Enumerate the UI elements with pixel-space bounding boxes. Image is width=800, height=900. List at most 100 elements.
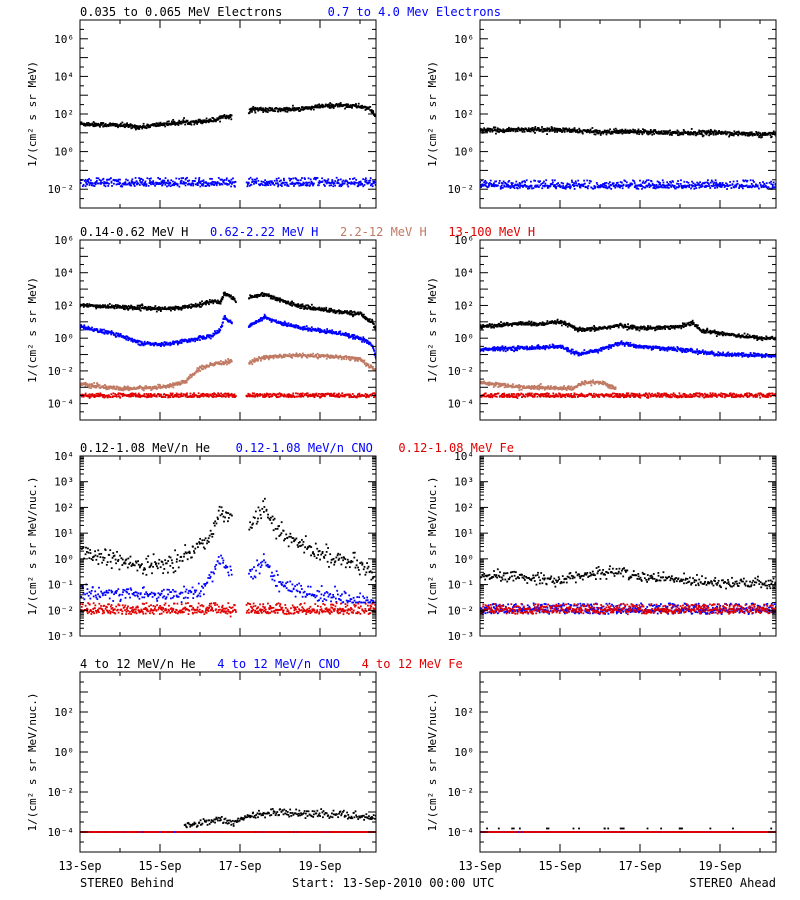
data-point bbox=[317, 356, 320, 359]
data-point bbox=[283, 356, 286, 358]
data-point bbox=[271, 319, 273, 322]
data-point bbox=[115, 388, 118, 391]
data-point bbox=[150, 308, 153, 311]
data-point bbox=[363, 105, 366, 108]
data-point bbox=[573, 184, 576, 187]
data-point bbox=[112, 178, 115, 181]
data-point bbox=[171, 383, 174, 386]
data-point bbox=[727, 185, 729, 188]
data-point bbox=[170, 309, 172, 312]
data-point bbox=[176, 183, 179, 186]
data-point bbox=[656, 186, 658, 189]
data-point bbox=[586, 179, 589, 182]
data-point bbox=[751, 185, 754, 188]
data-point bbox=[141, 126, 144, 128]
data-point bbox=[573, 128, 576, 131]
data-point bbox=[106, 330, 109, 333]
data-point bbox=[292, 177, 295, 180]
data-point bbox=[372, 367, 375, 370]
data-point bbox=[136, 304, 139, 307]
data-point bbox=[82, 327, 85, 330]
data-point bbox=[291, 356, 294, 359]
data-point bbox=[684, 184, 686, 187]
data-point bbox=[537, 180, 540, 183]
data-point bbox=[292, 354, 295, 357]
data-point bbox=[254, 106, 257, 109]
data-point bbox=[565, 184, 568, 187]
data-point bbox=[204, 337, 207, 339]
data-point bbox=[318, 331, 321, 334]
data-point bbox=[488, 184, 491, 186]
data-point bbox=[342, 312, 345, 315]
data-point bbox=[212, 302, 215, 305]
data-point bbox=[560, 181, 563, 184]
data-point bbox=[359, 336, 362, 339]
data-point bbox=[230, 114, 233, 117]
data-point bbox=[657, 181, 660, 184]
data-point bbox=[598, 131, 600, 134]
data-point bbox=[150, 387, 152, 390]
data-point bbox=[109, 385, 112, 388]
data-point bbox=[509, 185, 512, 188]
data-point bbox=[264, 315, 267, 318]
data-point bbox=[155, 310, 158, 313]
data-point bbox=[333, 356, 336, 359]
data-point bbox=[151, 181, 154, 184]
data-point bbox=[200, 303, 203, 306]
data-point bbox=[300, 184, 302, 187]
data-point bbox=[324, 179, 327, 182]
data-point bbox=[749, 179, 752, 182]
data-point bbox=[115, 335, 118, 338]
data-point bbox=[607, 182, 610, 185]
data-point bbox=[144, 395, 146, 398]
data-point bbox=[114, 395, 117, 398]
data-point bbox=[361, 183, 363, 186]
data-point bbox=[548, 184, 551, 187]
y-tick-label: 10⁻² bbox=[448, 183, 475, 196]
data-point bbox=[764, 134, 767, 136]
data-point bbox=[647, 184, 650, 187]
data-point bbox=[261, 356, 264, 359]
data-point bbox=[99, 123, 102, 126]
data-point bbox=[681, 185, 684, 187]
data-point bbox=[300, 307, 303, 310]
data-point bbox=[180, 341, 183, 344]
data-point bbox=[526, 130, 529, 133]
data-point bbox=[145, 342, 147, 345]
data-point bbox=[164, 343, 167, 346]
data-point bbox=[157, 309, 160, 311]
data-point bbox=[771, 183, 774, 186]
data-point bbox=[729, 181, 732, 183]
data-point bbox=[253, 178, 256, 181]
data-point bbox=[331, 309, 334, 312]
data-point bbox=[247, 182, 250, 185]
data-point bbox=[273, 179, 276, 182]
data-point bbox=[211, 299, 214, 302]
data-point bbox=[102, 331, 105, 334]
data-point bbox=[253, 109, 256, 112]
data-point bbox=[178, 119, 181, 122]
data-point bbox=[138, 393, 141, 396]
data-point bbox=[610, 132, 613, 135]
data-point bbox=[680, 132, 683, 135]
data-point bbox=[367, 364, 370, 367]
data-point bbox=[228, 295, 231, 298]
data-point bbox=[507, 130, 510, 133]
data-point bbox=[228, 117, 230, 120]
data-point bbox=[172, 180, 174, 183]
data-point bbox=[369, 342, 372, 345]
data-point bbox=[349, 310, 351, 313]
data-point bbox=[500, 182, 503, 184]
data-point bbox=[117, 393, 120, 396]
data-point bbox=[272, 296, 275, 299]
data-point bbox=[86, 305, 89, 308]
data-point bbox=[252, 296, 255, 298]
data-point bbox=[197, 118, 200, 121]
data-point bbox=[205, 364, 208, 367]
data-point bbox=[259, 357, 262, 360]
data-point bbox=[666, 132, 669, 135]
data-point bbox=[255, 358, 258, 361]
data-point bbox=[204, 185, 207, 188]
data-point bbox=[218, 361, 221, 364]
data-point bbox=[721, 184, 724, 186]
